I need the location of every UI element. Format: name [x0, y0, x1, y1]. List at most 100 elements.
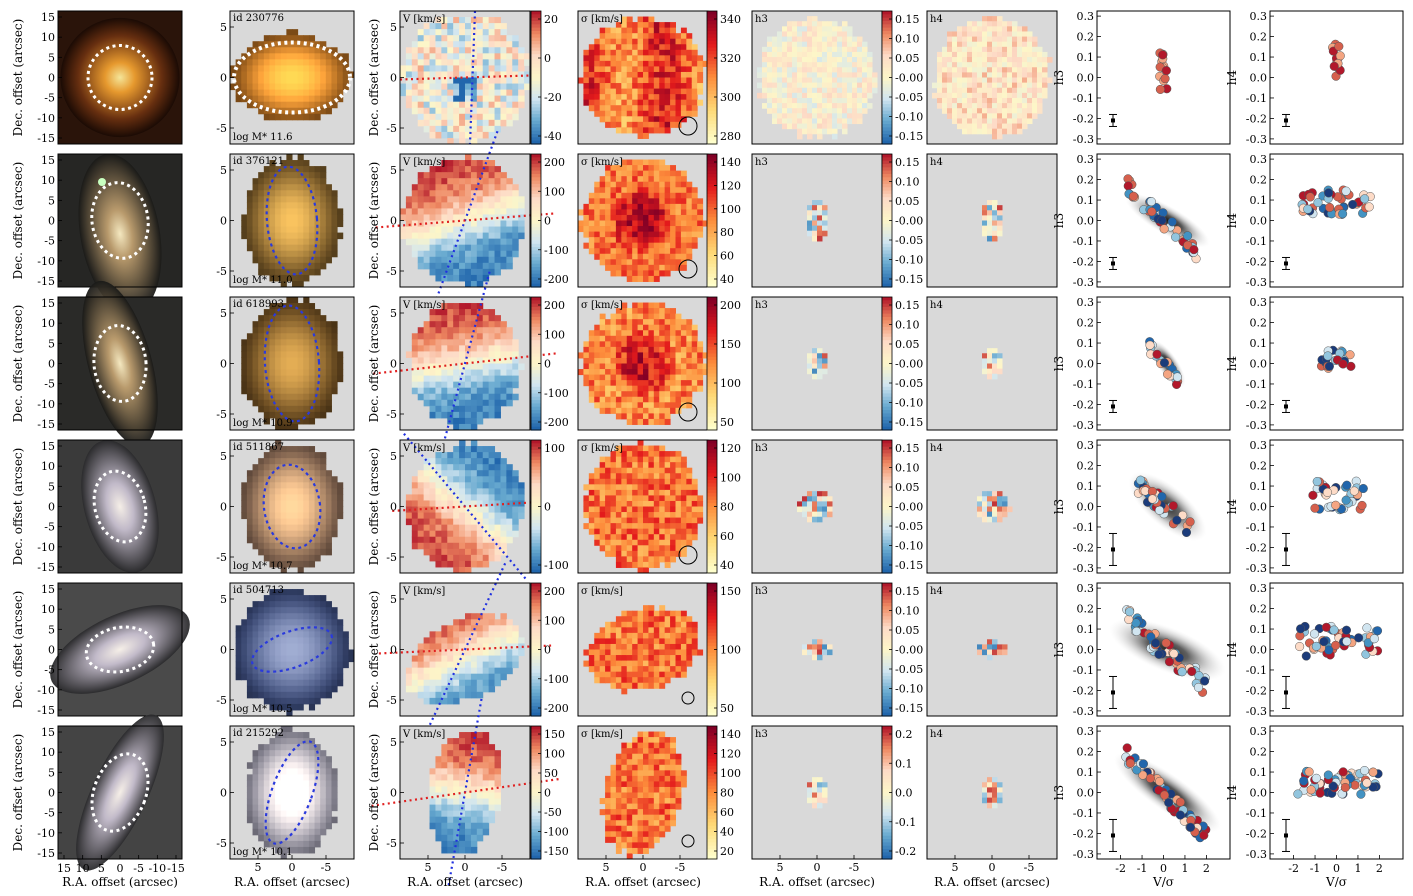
colorbar-cell [882, 130, 892, 135]
map-pixel [465, 125, 472, 133]
map-pixel [615, 264, 622, 271]
map-pixel [488, 184, 496, 191]
map-pixel [675, 49, 682, 56]
map-pixel [691, 83, 698, 90]
map-pixel [459, 256, 466, 264]
panel-frame [926, 10, 1058, 145]
map-pixel [292, 297, 299, 304]
map-pixel [459, 274, 466, 282]
map-pixel [659, 346, 666, 353]
map-pixel [594, 38, 601, 45]
map-pixel [308, 178, 316, 185]
map-pixel [286, 339, 293, 346]
map-pixel [812, 358, 818, 364]
map-pixel [653, 127, 660, 134]
map-pixel [977, 77, 983, 84]
map-pixel [1022, 118, 1028, 125]
map-pixel [453, 321, 460, 328]
map-pixel [578, 226, 584, 233]
map-pixel [269, 452, 276, 459]
map-pixel [792, 67, 798, 73]
map-pixel [615, 105, 622, 112]
map-pixel [429, 202, 436, 209]
map-pixel [303, 208, 310, 215]
map-pixel [957, 82, 963, 89]
map-pixel [292, 107, 299, 115]
map-pixel [258, 71, 265, 78]
map-pixel [417, 95, 425, 103]
map-pixel [453, 190, 460, 197]
map-pixel [637, 77, 644, 84]
map-pixel [325, 184, 332, 191]
map-pixel [977, 108, 983, 114]
map-pixel [297, 190, 304, 197]
map-pixel [822, 205, 828, 211]
colorbar-cell [531, 94, 541, 99]
map-pixel [320, 262, 327, 270]
map-pixel [626, 391, 633, 398]
map-pixel [772, 87, 778, 94]
map-pixel [962, 46, 968, 53]
colorbar-cell [531, 60, 541, 65]
map-pixel [482, 125, 490, 133]
map-pixel [686, 253, 693, 260]
map-pixel [605, 94, 611, 101]
map-pixel [992, 200, 998, 206]
map-pixel [992, 210, 998, 216]
map-pixel [314, 107, 321, 115]
map-pixel [405, 351, 413, 358]
map-pixel [588, 346, 595, 353]
map-pixel [308, 369, 316, 377]
map-pixel [435, 363, 442, 371]
map-pixel [982, 353, 988, 359]
map-pixel [648, 270, 655, 277]
map-pixel [275, 387, 282, 395]
map-pixel [263, 71, 270, 78]
map-pixel [429, 268, 436, 276]
map-pixel [615, 77, 622, 84]
map-pixel [441, 23, 448, 30]
map-pixel [643, 357, 649, 364]
map-pixel [435, 226, 442, 234]
map-pixel [977, 128, 983, 135]
map-pixel [470, 131, 478, 139]
map-pixel [512, 232, 519, 240]
colorbar-cell [882, 300, 892, 305]
map-pixel [822, 82, 828, 89]
map-pixel [275, 268, 282, 276]
map-pixel [675, 248, 682, 255]
map-pixel [637, 346, 644, 353]
map-pixel [680, 341, 687, 348]
map-pixel [802, 31, 808, 38]
map-pixel [583, 94, 590, 101]
colorbar-cell [707, 380, 717, 385]
map-pixel [610, 181, 617, 188]
colorbar-cell [531, 157, 541, 162]
map-pixel [435, 232, 442, 240]
map-pixel [680, 391, 687, 398]
map-pixel [297, 232, 304, 240]
colorbar-cell [531, 177, 541, 182]
map-pixel [680, 259, 687, 266]
map-pixel [862, 82, 868, 89]
colorbar-cell [531, 340, 541, 345]
map-pixel [252, 464, 259, 471]
map-pixel [303, 160, 310, 167]
map-pixel [482, 315, 490, 322]
map-pixel [832, 57, 838, 63]
map-pixel [258, 339, 265, 346]
map-pixel [827, 108, 833, 114]
colorbar-cell [531, 396, 541, 401]
map-pixel [1002, 41, 1008, 48]
map-pixel [817, 368, 823, 375]
colorbar-cell [707, 340, 717, 345]
map-pixel [827, 62, 833, 68]
map-pixel [691, 105, 698, 112]
map-pixel [680, 99, 687, 106]
map-pixel [488, 315, 496, 322]
map-pixel [465, 417, 472, 425]
map-pixel [643, 413, 649, 420]
colorbar-cell [882, 426, 892, 431]
map-pixel [506, 65, 513, 72]
map-pixel [697, 231, 704, 238]
